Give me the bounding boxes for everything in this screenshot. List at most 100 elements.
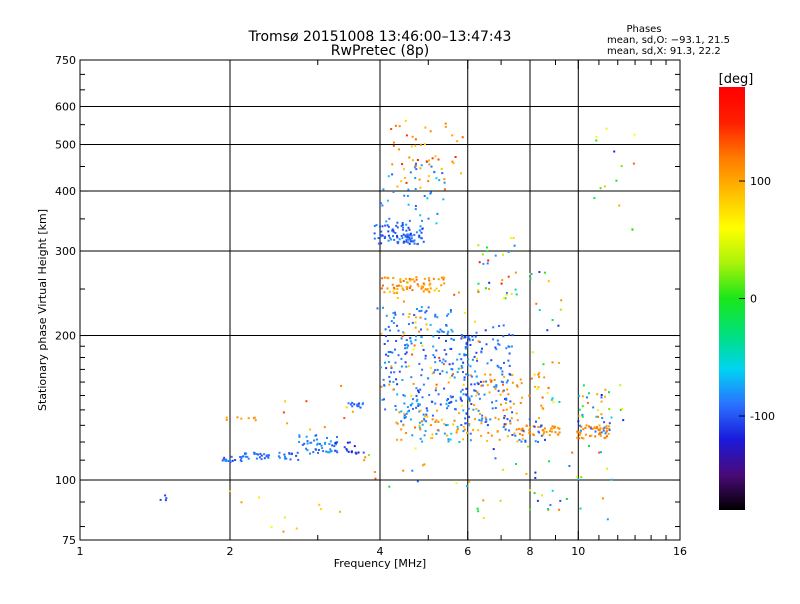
data-point: [469, 432, 472, 435]
data-point: [381, 234, 384, 237]
data-point: [521, 437, 524, 440]
data-point: [410, 237, 413, 240]
data-point: [497, 418, 500, 421]
data-point: [449, 310, 452, 313]
data-point: [410, 145, 413, 148]
data-point: [418, 421, 421, 424]
data-point: [414, 177, 417, 179]
data-point: [431, 418, 434, 421]
data-point: [414, 144, 417, 147]
data-point: [406, 235, 409, 238]
data-point: [405, 277, 407, 280]
data-point: [505, 381, 508, 384]
data-point: [528, 418, 531, 421]
data-point: [519, 378, 522, 381]
data-point: [610, 416, 613, 419]
data-point: [317, 451, 319, 454]
data-point: [503, 423, 506, 426]
data-point: [401, 163, 404, 166]
data-point: [586, 401, 589, 404]
data-point: [380, 287, 383, 290]
data-point: [407, 226, 410, 229]
data-point: [511, 374, 514, 377]
axes: 1 2 4 6 8 10 16 75 100 200 300 400 500 600 750: [55, 54, 687, 558]
data-point: [580, 429, 582, 432]
data-point: [483, 393, 486, 396]
data-point: [608, 425, 610, 428]
data-point: [394, 232, 397, 234]
data-point: [576, 436, 579, 439]
data-point: [514, 288, 517, 291]
data-point: [431, 433, 434, 436]
data-point: [464, 347, 467, 350]
data-point: [599, 431, 602, 434]
data-point: [409, 337, 412, 340]
data-point: [465, 373, 468, 376]
data-point: [339, 510, 341, 513]
data-point: [415, 162, 417, 165]
data-point: [393, 316, 395, 319]
data-point: [426, 415, 429, 418]
data-point: [606, 518, 609, 521]
data-point: [411, 434, 414, 437]
data-point: [415, 387, 418, 390]
data-point: [451, 362, 454, 365]
data-point: [551, 319, 554, 321]
data-point: [478, 419, 481, 422]
data-point: [440, 284, 443, 287]
data-point: [278, 451, 281, 454]
data-point: [549, 427, 552, 430]
data-point: [481, 384, 484, 387]
data-point: [393, 371, 396, 374]
data-point: [586, 396, 588, 399]
data-point: [584, 426, 587, 429]
data-point: [503, 415, 506, 417]
data-point: [255, 457, 258, 460]
data-point: [551, 425, 554, 428]
data-point: [428, 284, 431, 287]
data-point: [542, 433, 545, 436]
data-point: [578, 408, 581, 411]
data-point: [387, 361, 390, 363]
data-point: [484, 287, 487, 290]
data-point: [482, 516, 485, 519]
data-point: [497, 389, 500, 392]
data-point: [402, 233, 405, 236]
data-point: [448, 363, 451, 366]
data-point: [406, 236, 409, 239]
data-point: [444, 125, 447, 128]
data-point: [408, 313, 411, 315]
data-point: [317, 449, 320, 451]
data-point: [467, 396, 470, 399]
data-point: [410, 234, 413, 237]
data-point: [403, 402, 406, 405]
data-point: [548, 460, 551, 463]
data-point: [391, 163, 394, 166]
data-point: [467, 336, 469, 339]
data-point: [471, 338, 474, 341]
data-point: [527, 445, 529, 448]
data-point: [447, 313, 450, 316]
data-point: [579, 507, 582, 510]
data-point: [389, 351, 392, 353]
data-point: [329, 440, 332, 443]
data-point: [455, 399, 458, 402]
data-point: [412, 398, 414, 401]
data-point: [439, 372, 442, 375]
data-point: [434, 369, 437, 372]
data-point: [484, 416, 487, 419]
data-point: [390, 238, 393, 241]
data-point: [252, 451, 255, 454]
data-point: [470, 395, 473, 398]
data-point: [538, 417, 541, 420]
data-point: [425, 407, 428, 410]
data-point: [400, 365, 403, 368]
data-point: [223, 458, 226, 461]
data-point: [284, 400, 287, 403]
data-point: [511, 334, 514, 337]
data-point: [577, 478, 580, 481]
x-axis-label: Frequency [MHz]: [334, 557, 426, 570]
data-point: [410, 342, 413, 345]
data-point: [405, 223, 408, 226]
data-point: [426, 328, 429, 331]
